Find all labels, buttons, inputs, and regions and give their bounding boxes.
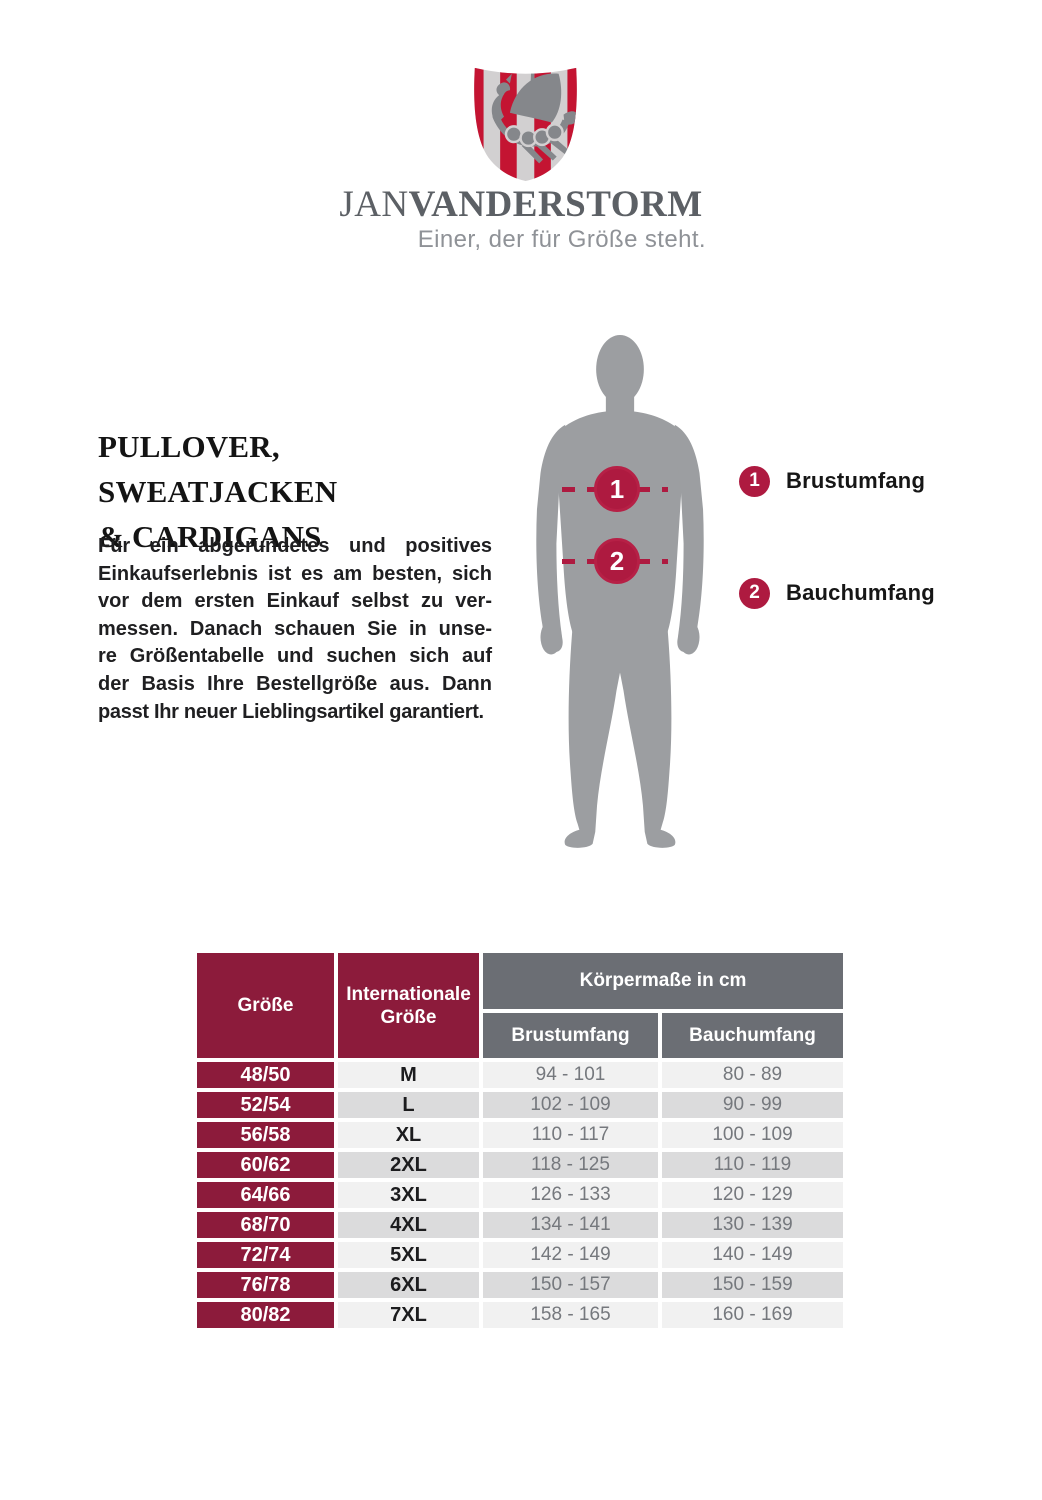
chest-range-cell: 150 - 157 [483, 1272, 658, 1298]
intro-paragraph-line: vor dem ersten Einkauf selbst zu ver- [98, 590, 492, 613]
size-table-row: 76/78 6XL 150 - 157 150 - 159 [197, 1272, 844, 1298]
size-table-row: 60/62 2XL 118 - 125 110 - 119 [197, 1152, 844, 1178]
size-table-row: 64/66 3XL 126 - 133 120 - 129 [197, 1182, 844, 1208]
legend-2-label: Bauchumfang [786, 580, 935, 605]
col-header-koerpermasse: Körpermaße in cm [483, 953, 844, 1009]
international-size-cell: 6XL [338, 1272, 479, 1298]
legend-1-badge: 1 [739, 465, 770, 497]
international-size-cell: 2XL [338, 1152, 479, 1178]
chest-range-cell: 126 - 133 [483, 1182, 658, 1208]
legend-brustumfang: 1 Brustumfang [739, 465, 925, 497]
size-cell: 56/58 [197, 1122, 334, 1148]
international-size-cell: L [338, 1092, 479, 1118]
col-header-bauchumfang: Bauchumfang [662, 1013, 844, 1058]
brand-tagline: Einer, der für Größe steht. [417, 226, 706, 253]
intro-paragraph-line: re Größentabelle und suchen sich auf [98, 645, 492, 668]
brand-name-vanderstorm: VANDERSTORM [408, 184, 703, 225]
international-size-cell: M [338, 1062, 479, 1088]
waist-range-cell: 80 - 89 [662, 1062, 844, 1088]
waist-range-cell: 140 - 149 [662, 1242, 844, 1268]
size-cell: 64/66 [197, 1182, 334, 1208]
international-size-cell: XL [338, 1122, 479, 1148]
international-size-cell: 5XL [338, 1242, 479, 1268]
intro-paragraph-line: messen. Danach schauen Sie in unse- [98, 617, 492, 640]
legend-2-badge: 2 [739, 577, 770, 609]
page-title-line1: PULLOVER, SWEATJACKEN [98, 429, 338, 509]
chest-range-cell: 158 - 165 [483, 1302, 658, 1328]
waist-range-cell: 110 - 119 [662, 1152, 844, 1178]
international-size-cell: 4XL [338, 1212, 479, 1238]
intro-paragraph: Für ein abgerundetes und positives Einkau… [98, 533, 492, 726]
size-cell: 80/82 [197, 1302, 334, 1328]
chest-range-cell: 134 - 141 [483, 1212, 658, 1238]
intro-paragraph-line: Einkaufserlebnis ist es am besten, sich [98, 562, 492, 585]
viking-ship-shield-icon [474, 67, 577, 181]
size-table-row: 56/58 XL 110 - 117 100 - 109 [197, 1122, 844, 1148]
intro-paragraph-line: der Basis Ihre Bestellgröße aus. Dann [98, 672, 492, 695]
intro-paragraph-line: Für ein abgerundetes und positives [98, 535, 492, 557]
intro-paragraph-line: passt Ihr neuer Lieblingsartikel garanti… [98, 700, 484, 723]
page-title: PULLOVER, SWEATJACKEN & CARDIGANS [98, 424, 508, 559]
waist-range-cell: 160 - 169 [662, 1302, 844, 1328]
page-title-line2: & CARDIGANS [98, 519, 322, 554]
size-cell: 68/70 [197, 1212, 334, 1238]
waist-range-cell: 90 - 99 [662, 1092, 844, 1118]
chest-range-cell: 102 - 109 [483, 1092, 658, 1118]
waist-range-cell: 150 - 159 [662, 1272, 844, 1298]
legend-bauchumfang: 2 Bauchumfang [739, 577, 935, 609]
waist-range-cell: 100 - 109 [662, 1122, 844, 1148]
chest-range-cell: 142 - 149 [483, 1242, 658, 1268]
size-table: Größe Internationale Größe Körpermaße in… [193, 949, 847, 1332]
col-header-groesse: Größe [197, 953, 334, 1058]
brand-name: JANVANDERSTORM [0, 183, 1042, 226]
size-cell: 76/78 [197, 1272, 334, 1298]
size-cell: 52/54 [197, 1092, 334, 1118]
international-size-cell: 3XL [338, 1182, 479, 1208]
waist-marker-badge: 2 [594, 538, 640, 584]
col-header-internationale-groesse: Internationale Größe [338, 953, 479, 1058]
size-table-row: 52/54 L 102 - 109 90 - 99 [197, 1092, 844, 1118]
chest-range-cell: 118 - 125 [483, 1152, 658, 1178]
chest-marker-badge: 1 [594, 466, 640, 512]
size-cell: 48/50 [197, 1062, 334, 1088]
legend-1-label: Brustumfang [786, 468, 926, 493]
size-table-row: 80/82 7XL 158 - 165 160 - 169 [197, 1302, 844, 1328]
international-size-cell: 7XL [338, 1302, 479, 1328]
size-table-row: 68/70 4XL 134 - 141 130 - 139 [197, 1212, 844, 1238]
brand-name-jan: JAN [339, 184, 409, 225]
size-cell: 60/62 [197, 1152, 334, 1178]
male-silhouette-figure [536, 335, 704, 848]
size-cell: 72/74 [197, 1242, 334, 1268]
chest-range-cell: 110 - 117 [483, 1122, 658, 1148]
size-table-row: 48/50 M 94 - 101 80 - 89 [197, 1062, 844, 1088]
waist-range-cell: 130 - 139 [662, 1212, 844, 1238]
size-table-row: 72/74 5XL 142 - 149 140 - 149 [197, 1242, 844, 1268]
col-header-brustumfang: Brustumfang [483, 1013, 658, 1058]
chest-range-cell: 94 - 101 [483, 1062, 658, 1088]
waist-range-cell: 120 - 129 [662, 1182, 844, 1208]
